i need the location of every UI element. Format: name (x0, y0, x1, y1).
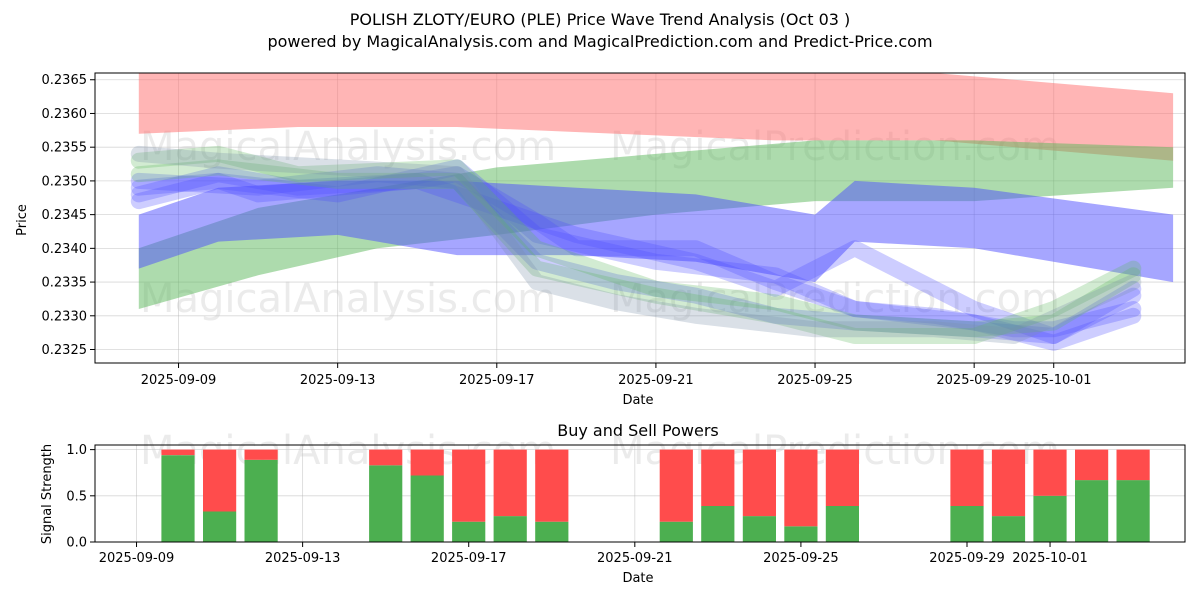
signal-x-tick-label: 2025-09-17 (431, 551, 507, 566)
sell-power-bar (535, 449, 569, 522)
price-y-tick-label: 0.2325 (42, 343, 88, 358)
buy-power-bar (742, 516, 776, 542)
signal-y-tick-label: 1.0 (66, 443, 87, 458)
signal-bars (161, 449, 1150, 542)
blue-wave-line (130, 159, 1142, 351)
signal-x-ticks: 2025-09-09 2025-09-13 2025-09-17 2025-09-21… (99, 542, 1088, 566)
price-panel: MagicalAnalysis.com MagicalPrediction.co… (15, 72, 1186, 408)
price-frame (94, 72, 1186, 364)
green-wave-line (130, 159, 1142, 344)
buy-power-bar (1116, 480, 1150, 542)
signal-x-tick-label: 2025-09-13 (265, 551, 341, 566)
blue-wave-line (130, 166, 1142, 338)
price-x-tick-label: 2025-09-09 (141, 373, 217, 388)
buy-power-bar (991, 516, 1026, 542)
price-y-axis-label: Price (15, 204, 30, 236)
buy-power-bar (1075, 480, 1109, 542)
price-x-tick-label: 2025-09-17 (459, 373, 535, 388)
price-x-tick-label: 2025-09-25 (777, 373, 853, 388)
price-x-tick-label: 2025-10-01 (1016, 373, 1092, 388)
price-x-ticks: 2025-09-09 2025-09-13 2025-09-17 2025-09-21… (141, 363, 1092, 388)
signal-y-tick-label: 0.5 (66, 489, 87, 504)
sell-power-bar (493, 449, 527, 517)
price-y-tick-label: 0.2345 (42, 208, 88, 223)
green-wave-line (130, 145, 1142, 338)
buy-power-bar (369, 465, 403, 542)
signal-x-tick-label: 2025-09-09 (99, 551, 175, 566)
red-trend-band (138, 73, 1174, 161)
price-y-tick-label: 0.2350 (42, 174, 88, 189)
sell-power-bar (659, 449, 693, 522)
buy-power-bar (410, 475, 444, 542)
sell-power-bar (701, 449, 735, 506)
price-y-tick-label: 0.2330 (42, 309, 88, 324)
price-bands (138, 73, 1174, 309)
price-y-tick-label: 0.2360 (42, 107, 88, 122)
sell-power-bar (784, 449, 818, 527)
sell-power-bar (203, 449, 237, 512)
signal-x-axis-label: Date (622, 571, 653, 586)
signal-title: Buy and Sell Powers (557, 421, 719, 440)
buy-power-bar (825, 506, 859, 542)
price-wave-lines (130, 145, 1142, 351)
buy-power-bar (784, 526, 818, 542)
sell-power-bar (950, 449, 984, 506)
sell-power-bar (161, 449, 195, 456)
sell-power-bar (452, 449, 486, 522)
slate-wave-line (130, 145, 1142, 344)
buy-power-bar (161, 455, 195, 542)
price-x-tick-label: 2025-09-13 (300, 373, 376, 388)
sell-power-bar (244, 449, 278, 460)
signal-x-tick-label: 2025-09-25 (763, 551, 839, 566)
green-trend-band (138, 140, 1174, 309)
price-x-tick-label: 2025-09-21 (618, 373, 694, 388)
price-y-tick-label: 0.2355 (42, 141, 88, 156)
chart-title: POLISH ZLOTY/EURO (PLE) Price Wave Trend… (350, 10, 851, 29)
signal-x-tick-label: 2025-09-29 (929, 551, 1005, 566)
watermark-analysis-top: MagicalAnalysis.com (140, 124, 556, 170)
signal-frame (94, 444, 1186, 543)
sell-power-bar (1075, 449, 1109, 481)
buy-power-bar (452, 521, 486, 542)
price-y-tick-label: 0.2340 (42, 242, 88, 257)
buy-power-bar (1033, 495, 1067, 542)
buy-power-bar (701, 506, 735, 542)
signal-x-tick-label: 2025-10-01 (1012, 551, 1088, 566)
price-x-tick-label: 2025-09-29 (936, 373, 1012, 388)
buy-power-bar (659, 521, 693, 542)
signal-y-axis-label: Signal Strength (40, 444, 55, 544)
buy-power-bar (493, 516, 527, 542)
blue-wave-line (130, 166, 1142, 344)
price-y-tick-label: 0.2335 (42, 276, 88, 291)
sell-power-bar (991, 449, 1026, 517)
price-x-axis-label: Date (622, 393, 653, 408)
sell-power-bar (410, 449, 444, 476)
signal-y-tick-label: 0.0 (66, 536, 87, 551)
price-y-ticks: 0.2325 0.2330 0.2335 0.2340 0.2345 0.2350 0.23… (42, 73, 95, 358)
price-y-tick-label: 0.2365 (42, 73, 88, 88)
sell-power-bar (369, 449, 403, 466)
signal-x-tick-label: 2025-09-21 (597, 551, 673, 566)
chart-subtitle: powered by MagicalAnalysis.com and Magic… (267, 32, 932, 51)
watermark-prediction-mid: MagicalPrediction.com (610, 276, 1060, 322)
signal-y-ticks: 0.0 0.5 1.0 (66, 443, 95, 551)
blue-trend-band (138, 180, 1174, 283)
blue-wave-line (130, 166, 1142, 344)
buy-power-bar (535, 521, 569, 542)
sell-power-bar (1116, 449, 1150, 481)
buy-power-bar (203, 511, 237, 542)
signal-panel: Buy and Sell Powers MagicalAnalysis.com … (40, 421, 1186, 586)
sell-power-bar (742, 449, 776, 517)
sell-power-bar (1033, 449, 1067, 496)
sell-power-bar (825, 449, 859, 506)
buy-power-bar (244, 459, 278, 542)
buy-power-bar (950, 506, 984, 542)
